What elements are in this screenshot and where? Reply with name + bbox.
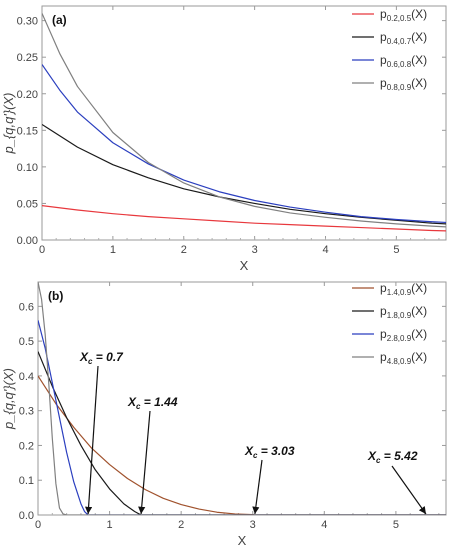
legend-label: p2.8,0.9(X) [380,327,427,343]
panel-label: (a) [52,13,67,27]
y-tick-label: 0.25 [17,52,38,64]
legend-label-sub: 2.8,0.9 [387,334,412,343]
legend-label-sub: 1.8,0.9 [387,311,412,320]
x-tick-label: 5 [393,519,399,531]
legend-label-tail: (X) [411,76,427,90]
legend-label-main: p [380,76,387,90]
x-tick-label: 0 [39,244,45,256]
y-tick-label: 0.30 [17,16,38,28]
x-tick-label: 3 [250,519,256,531]
critical-point-annotation: Xc = 5.42 [367,449,418,465]
series-line-0-4-0-7 [42,123,446,225]
y-tick-label: 0.4 [19,371,34,383]
y-tick-label: 0.6 [19,301,34,313]
panel-label: (b) [48,289,63,303]
legend-label-tail: (X) [411,30,427,44]
annotation-value: = 3.03 [257,444,294,458]
annotation-value: = 5.42 [380,449,417,463]
legend-label: p4.8,0.9(X) [380,350,427,366]
annotation-sub: c [88,357,93,366]
annotation-arrow [84,365,99,515]
legend-label-main: p [380,327,387,341]
annotation-main: X [127,395,137,409]
annotation-sub: c [253,451,258,460]
x-tick-label: 3 [252,244,258,256]
y-axis-label: p_{q,q'}(X) [1,92,16,154]
legend-label-sub: 4.8,0.9 [387,357,412,366]
legend-label-sub: 0.8,0.9 [387,83,412,92]
legend-label-main: p [380,30,387,44]
panel-a: 0 1 2 3 4 5 0.00 0.05 0.10 0.15 0.20 0.25 0.30 Xp_{q,… [1,5,447,273]
legend-label: p1.4,0.9(X) [380,281,427,297]
y-tick-label: 0.3 [19,406,34,418]
critical-point-annotation: Xc = 3.03 [244,444,295,460]
legend-label-sub: 0.4,0.7 [387,37,412,46]
x-tick-label: 2 [178,519,184,531]
y-tick-label: 0.5 [19,336,34,348]
legend-label: p0.6,0.8(X) [380,53,427,69]
series-line-0-8-0-9 [42,13,446,228]
legend-label-main: p [380,304,387,318]
legend-label-main: p [380,7,387,21]
series-line-0-2-0-5 [42,205,446,232]
legend-label-main: p [380,53,387,67]
series-line-0-6-0-8 [42,64,446,224]
y-tick-label: 0.1 [19,475,34,487]
critical-point-annotation: Xc = 0.7 [79,350,124,366]
legend-label-tail: (X) [411,7,427,21]
series-line-2-8-0-9 [38,320,446,515]
y-axis-label: p_{q,q'}(X) [1,368,16,430]
x-axis-label: X [238,533,247,548]
series-line-4-8-0-9 [38,282,446,515]
legend-label-tail: (X) [411,281,427,295]
legend-label: p0.8,0.9(X) [380,76,427,92]
annotation-main: X [367,449,377,463]
legend-label-main: p [380,350,387,364]
legend-label-sub: 0.6,0.8 [387,60,412,69]
y-tick-label: 0.10 [17,162,38,174]
annotation-value: = 0.7 [92,350,124,364]
annotation-arrow [138,410,151,515]
annotation-main: X [244,444,254,458]
series-line-1-8-0-9 [38,351,446,515]
plot-frame [41,5,447,241]
annotation-sub: c [376,456,381,465]
y-tick-label: 0.0 [19,510,34,522]
x-axis-label: X [240,258,249,273]
critical-point-annotation: Xc = 1.44 [127,395,178,411]
legend-label: p0.4,0.7(X) [380,30,427,46]
series-line-1-4-0-9 [38,375,446,515]
y-tick-label: 0.20 [17,89,38,101]
legend-label-tail: (X) [411,304,427,318]
panel-b: 0 1 2 3 4 5 0.0 0.1 0.2 0.3 0.4 0.5 0.6 Xp_{q,q'}(X) (… [1,281,447,548]
x-tick-label: 1 [107,519,113,531]
legend-label-main: p [380,281,387,295]
legend-label-tail: (X) [411,53,427,67]
y-tick-label: 0.00 [17,235,38,247]
y-tick-label: 0.15 [17,125,38,137]
x-tick-label: 4 [322,244,328,256]
y-tick-label: 0.2 [19,440,34,452]
y-tick-label: 0.05 [17,198,38,210]
legend-label: p1.8,0.9(X) [380,304,427,320]
annotation-main: X [79,350,89,364]
legend-label: p0.2,0.5(X) [380,7,427,23]
annotation-arrow [252,459,263,515]
x-tick-label: 4 [321,519,327,531]
x-tick-label: 5 [393,244,399,256]
annotation-value: = 1.44 [140,395,177,409]
legend-label-tail: (X) [411,350,427,364]
legend-label-tail: (X) [411,327,427,341]
x-tick-label: 0 [35,519,41,531]
legend-label-sub: 0.2,0.5 [387,14,412,23]
x-tick-label: 2 [181,244,187,256]
x-tick-label: 1 [110,244,116,256]
legend-label-sub: 1.4,0.9 [387,288,412,297]
annotation-arrow [391,465,427,515]
annotation-sub: c [136,402,141,411]
